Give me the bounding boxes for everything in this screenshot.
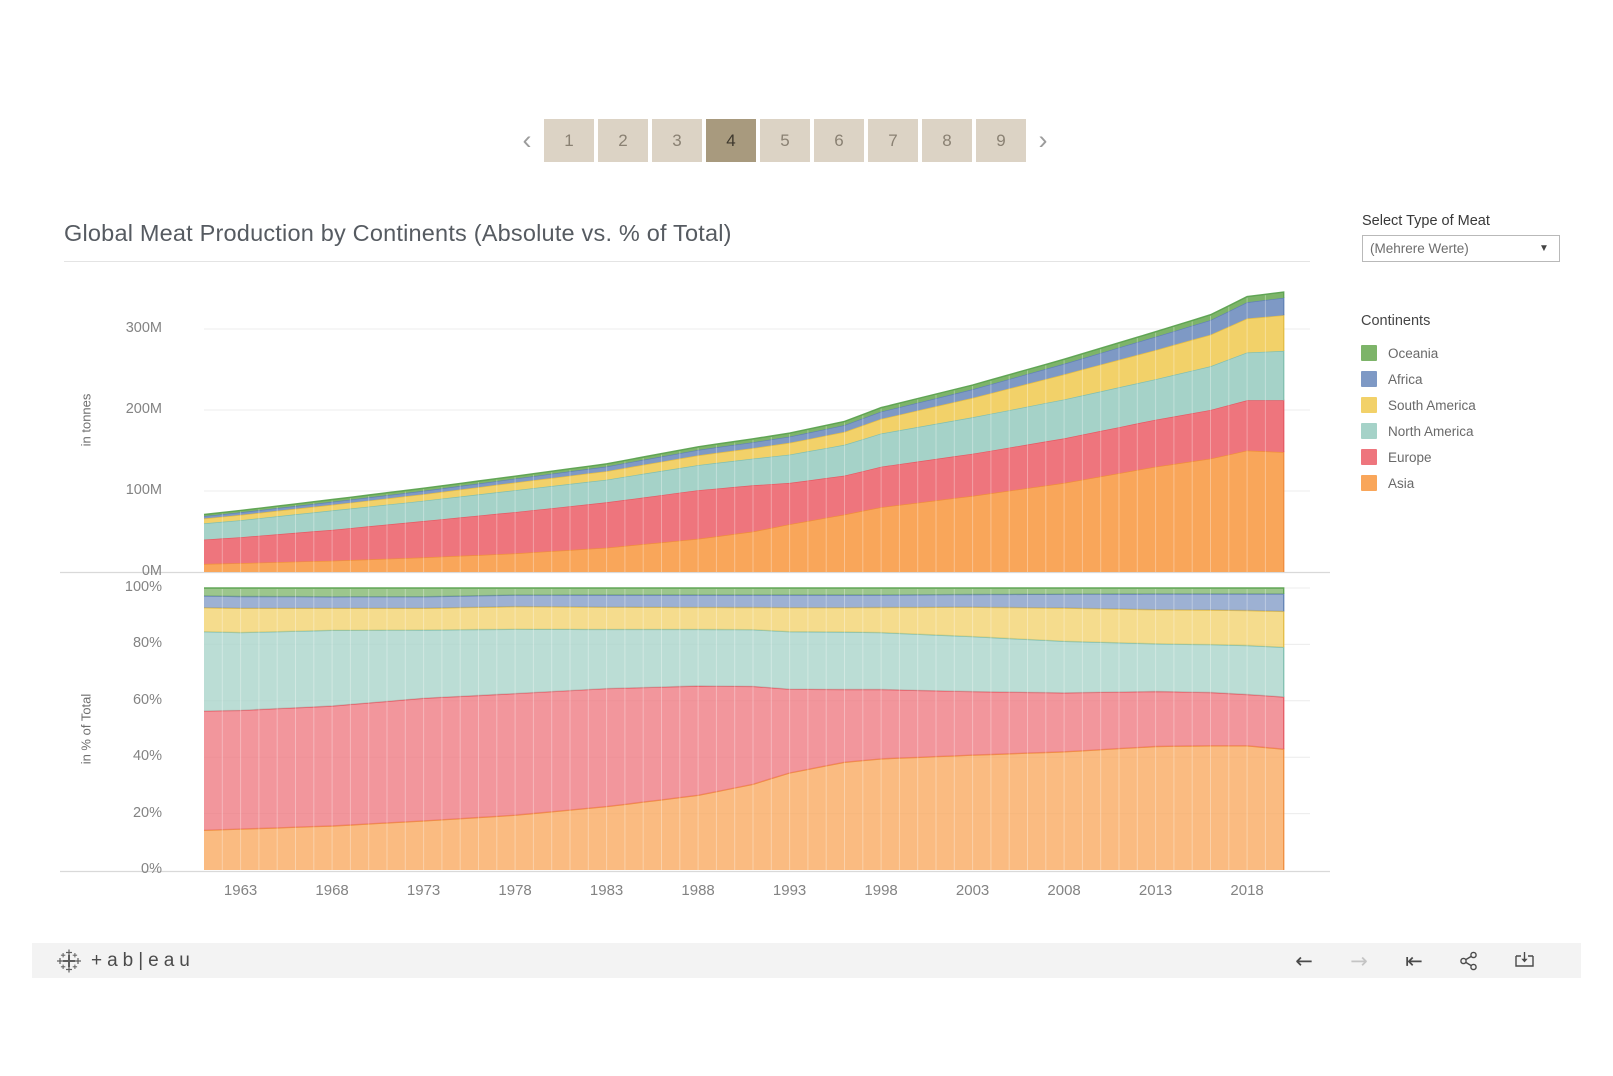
xtick-2003: 2003: [955, 882, 990, 899]
ytick-0%: 0%: [141, 861, 162, 877]
area-band-oceania-percent[interactable]: [204, 588, 1284, 597]
xtick-1963: 1963: [223, 882, 258, 899]
tableau-logo-icon: [57, 949, 81, 972]
ytick-300M: 300M: [125, 320, 162, 336]
legend-item-label: Africa: [1388, 371, 1423, 387]
area-band-north-america-percent[interactable]: [204, 629, 1284, 712]
legend-item-oceania[interactable]: Oceania: [1361, 340, 1476, 366]
xtick-1978: 1978: [498, 882, 532, 899]
area-band-europe-absolute[interactable]: [204, 400, 1284, 564]
page-button-2[interactable]: 2: [598, 119, 648, 162]
legend-title: Continents: [1361, 313, 1431, 329]
area-border-percent: [204, 587, 1285, 594]
area-band-south-america-percent[interactable]: [204, 606, 1284, 648]
prev-page-chevron-icon[interactable]: ‹: [522, 125, 532, 155]
ytick-80%: 80%: [132, 635, 162, 652]
legend-item-label: North America: [1388, 423, 1474, 439]
meat-type-dropdown[interactable]: (Mehrere Werte) ▼: [1362, 235, 1560, 262]
page-button-4[interactable]: 4: [706, 119, 756, 162]
legend-item-africa[interactable]: Africa: [1361, 366, 1476, 392]
tableau-wordmark: +ab|eau: [91, 949, 195, 971]
legend-item-label: South America: [1388, 397, 1476, 413]
area-border-absolute: [203, 291, 1285, 516]
legend-swatch-icon: [1361, 371, 1377, 387]
xtick-1988: 1988: [681, 882, 715, 899]
xtick-2018: 2018: [1230, 882, 1264, 899]
xtick-1973: 1973: [406, 882, 441, 899]
title-divider: [64, 261, 1310, 262]
xtick-1993: 1993: [772, 882, 807, 899]
area-band-asia-percent[interactable]: [204, 745, 1284, 870]
toolbar-icons: ← → ⇤: [1293, 943, 1535, 978]
legend-swatch-icon: [1361, 449, 1377, 465]
dropdown-selected-value: (Mehrere Werte): [1370, 241, 1469, 256]
legend-item-label: Oceania: [1388, 345, 1439, 361]
page-button-8[interactable]: 8: [922, 119, 972, 162]
page-title: Global Meat Production by Continents (Ab…: [64, 220, 732, 246]
legend-item-north-america[interactable]: North America: [1361, 418, 1476, 444]
legend-items: Oceania Africa South America North America E…: [1361, 340, 1476, 496]
legend-swatch-icon: [1361, 397, 1377, 413]
page-button-3[interactable]: 3: [652, 119, 702, 162]
area-band-north-america-absolute[interactable]: [204, 350, 1284, 540]
download-icon[interactable]: [1513, 950, 1535, 972]
legend-swatch-icon: [1361, 475, 1377, 491]
undo-icon[interactable]: ←: [1295, 948, 1313, 973]
share-icon[interactable]: [1458, 950, 1480, 972]
ytick-100%: 100%: [124, 579, 162, 595]
legend-item-label: Europe: [1388, 449, 1432, 465]
xtick-1983: 1983: [589, 882, 624, 899]
tableau-toolbar: +ab|eau ← → ⇤: [32, 943, 1581, 978]
ytick-20%: 20%: [132, 804, 162, 821]
next-page-chevron-icon[interactable]: ›: [1038, 125, 1048, 155]
legend-swatch-icon: [1361, 423, 1377, 439]
page-button-9[interactable]: 9: [976, 119, 1026, 162]
area-band-asia-absolute[interactable]: [204, 450, 1284, 573]
area-band-africa-percent[interactable]: [204, 593, 1284, 612]
area-band-europe-percent[interactable]: [204, 686, 1284, 831]
xtick-1998: 1998: [864, 882, 898, 899]
ytick-60%: 60%: [132, 691, 162, 708]
ytick-200M: 200M: [125, 401, 162, 417]
legend-swatch-icon: [1361, 345, 1377, 361]
ytick-100M: 100M: [125, 482, 162, 498]
page-button-7[interactable]: 7: [868, 119, 918, 162]
page-button-1[interactable]: 1: [544, 119, 594, 162]
filter-label: Select Type of Meat: [1362, 213, 1490, 229]
page-button-6[interactable]: 6: [814, 119, 864, 162]
legend-item-asia[interactable]: Asia: [1361, 470, 1476, 496]
tableau-logo[interactable]: +ab|eau: [56, 948, 195, 974]
xtick-2013: 2013: [1138, 882, 1173, 899]
page-button-5[interactable]: 5: [760, 119, 810, 162]
chevron-down-icon: ▼: [1539, 243, 1549, 254]
xtick-2008: 2008: [1047, 882, 1081, 899]
legend-item-europe[interactable]: Europe: [1361, 444, 1476, 470]
xtick-1968: 1968: [315, 882, 349, 899]
legend-item-label: Asia: [1388, 475, 1415, 491]
ytick-0M: 0M: [141, 563, 162, 579]
reset-icon[interactable]: ⇤: [1405, 948, 1423, 973]
ytick-40%: 40%: [132, 748, 162, 765]
redo-icon[interactable]: →: [1350, 948, 1368, 973]
legend-item-south-america[interactable]: South America: [1361, 392, 1476, 418]
